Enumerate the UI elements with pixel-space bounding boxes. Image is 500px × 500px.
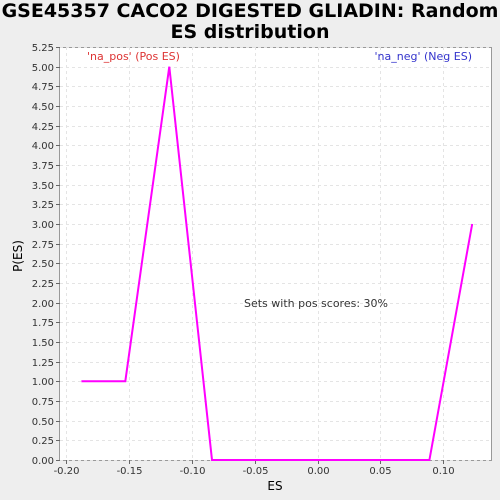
y-tick-label: 2.25 bbox=[32, 279, 54, 290]
neg-es-label: 'na_neg' (Neg ES) bbox=[375, 50, 472, 63]
y-tick-label: 4.50 bbox=[32, 102, 54, 113]
y-tick-label: 1.75 bbox=[32, 318, 54, 329]
y-tick-label: 4.00 bbox=[32, 141, 54, 152]
grid bbox=[60, 47, 491, 461]
y-tick-label: 5.25 bbox=[32, 43, 54, 54]
y-tick-label: 0.00 bbox=[32, 456, 54, 467]
x-tick-label: -0.10 bbox=[180, 466, 206, 477]
y-tick-label: 3.50 bbox=[32, 181, 54, 192]
y-tick-label: 5.00 bbox=[32, 63, 54, 74]
y-tick-label: 2.00 bbox=[32, 299, 54, 310]
x-tick-label: -0.20 bbox=[54, 466, 80, 477]
pos-score-annotation: Sets with pos scores: 30% bbox=[244, 297, 388, 310]
y-tick-label: 0.75 bbox=[32, 397, 54, 408]
y-tick-label: 4.75 bbox=[32, 82, 54, 93]
x-tick-label: 0.00 bbox=[307, 466, 329, 477]
chart-title: GSE45357 CACO2 DIGESTED GLIADIN: Random … bbox=[0, 1, 500, 43]
x-tick-label: 0.10 bbox=[432, 466, 454, 477]
y-axis: 0.00 0.25 0.50 0.75 1.00 1.25 1.50 1.75 2.00 2.25… bbox=[32, 43, 60, 467]
y-tick-label: 0.50 bbox=[32, 417, 54, 428]
x-tick-label: -0.15 bbox=[117, 466, 143, 477]
y-axis-label: P(ES) bbox=[11, 240, 25, 272]
y-tick-label: 3.00 bbox=[32, 220, 54, 231]
y-tick-label: 4.25 bbox=[32, 122, 54, 133]
series-line bbox=[81, 66, 474, 461]
series-layer bbox=[81, 66, 474, 461]
y-tick-label: 3.25 bbox=[32, 200, 54, 211]
pos-es-label: 'na_pos' (Pos ES) bbox=[87, 50, 180, 63]
plot-area bbox=[59, 47, 492, 461]
y-tick-label: 0.25 bbox=[32, 436, 54, 447]
x-axis-label: ES bbox=[267, 479, 282, 493]
y-tick-label: 1.00 bbox=[32, 377, 54, 388]
y-tick-label: 1.50 bbox=[32, 338, 54, 349]
y-tick-label: 1.25 bbox=[32, 358, 54, 369]
y-tick-label: 2.50 bbox=[32, 259, 54, 270]
x-tick-label: 0.05 bbox=[369, 466, 391, 477]
y-tick-label: 3.75 bbox=[32, 161, 54, 172]
chart-title-line-1: GSE45357 CACO2 DIGESTED GLIADIN: Random bbox=[1, 0, 499, 22]
chart-title-line-2: ES distribution bbox=[170, 21, 330, 43]
x-tick-label: -0.05 bbox=[243, 466, 269, 477]
y-tick-label: 2.75 bbox=[32, 240, 54, 251]
x-axis: -0.20 -0.15 -0.10 -0.05 0.00 0.05 0.10 bbox=[54, 460, 455, 477]
